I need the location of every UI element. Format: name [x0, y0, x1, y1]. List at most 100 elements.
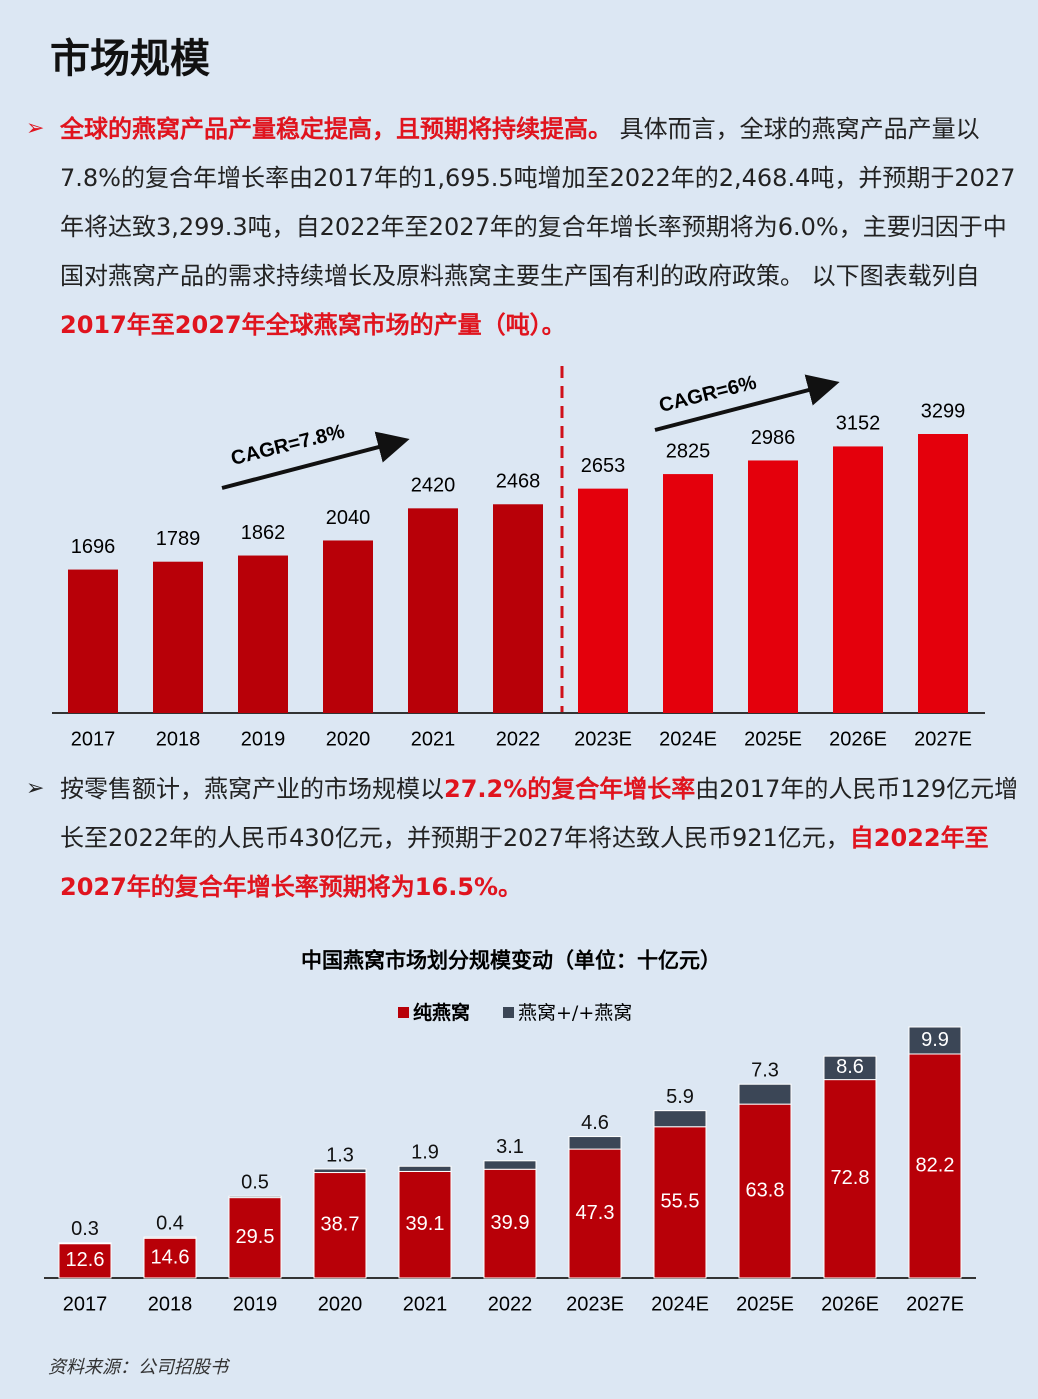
value-label: 55.5	[661, 1191, 700, 1213]
bar-segment	[823, 1055, 877, 1081]
legend-label: 燕窝+/+燕窝	[518, 1002, 632, 1024]
value-label: 72.8	[831, 1167, 870, 1189]
x-tick-label: 2027E	[914, 728, 972, 750]
x-tick-label: 2021	[403, 1293, 448, 1315]
x-tick-label: 2021	[411, 728, 456, 750]
cagr-arrow	[221, 431, 410, 490]
value-label: 29.5	[236, 1226, 275, 1248]
value-label: 5.9	[666, 1086, 694, 1108]
bar-segment	[738, 1103, 792, 1279]
x-tick-label: 2024E	[659, 728, 717, 750]
bar-segment	[398, 1170, 452, 1279]
bar-segment	[653, 1110, 707, 1128]
bullet: ➢	[26, 776, 45, 801]
x-tick-label: 2025E	[736, 1293, 794, 1315]
value-label: 3152	[836, 413, 881, 435]
bar	[238, 555, 288, 713]
value-label: 38.7	[321, 1214, 360, 1236]
x-tick-label: 2020	[318, 1293, 363, 1315]
bar	[153, 561, 203, 713]
x-tick-label: 2019	[233, 1293, 278, 1315]
bar-segment	[143, 1236, 197, 1239]
emphasis-text: 27.2%的复合年增长率	[444, 775, 696, 803]
x-tick-label: 2025E	[744, 728, 802, 750]
bar	[68, 569, 118, 713]
value-label: 0.5	[241, 1172, 269, 1194]
x-tick-label: 2023E	[574, 728, 632, 750]
bar-segment	[58, 1243, 112, 1279]
value-label: 47.3	[576, 1202, 615, 1224]
emphasis-text: 自2022年至2027年的复合年增长率预期将为16.5%。	[60, 824, 989, 901]
source-note: 资料来源：公司招股书	[48, 1357, 228, 1378]
value-label: 63.8	[746, 1179, 785, 1201]
value-label: 1.9	[411, 1142, 439, 1164]
value-label: 2825	[666, 440, 711, 462]
value-label: 1789	[156, 528, 201, 550]
value-label: 2468	[496, 471, 541, 493]
cagr-arrow	[654, 374, 840, 432]
value-label: 2986	[751, 427, 796, 449]
x-tick-label: 2018	[148, 1293, 193, 1315]
text: 具体而言，全球的燕窝产品产量以7.8%的复合年增长率由2017年的1,695.5…	[60, 115, 1016, 290]
legend-label: 纯燕窝	[413, 1001, 470, 1024]
paragraph: 按零售额计，燕窝产业的市场规模以27.2%的复合年增长率由2017年的人民币12…	[60, 765, 1025, 912]
value-label: 1696	[71, 536, 116, 558]
page-title: 市场规模	[50, 35, 210, 82]
bar	[323, 540, 373, 713]
value-label: 7.3	[751, 1060, 779, 1082]
bar-segment	[568, 1136, 622, 1150]
legend-swatch	[503, 1007, 514, 1018]
bar-segment	[908, 1026, 962, 1055]
chart-title: 中国燕窝市场划分规模变动（单位：十亿元）	[301, 948, 721, 973]
value-label: 1862	[241, 522, 286, 544]
value-label: 14.6	[151, 1246, 190, 1268]
x-tick-label: 2018	[156, 728, 201, 750]
bar	[918, 434, 968, 713]
bar-segment	[228, 1195, 282, 1199]
x-tick-label: 2026E	[821, 1293, 879, 1315]
bar-segment	[58, 1242, 112, 1245]
value-label: 4.6	[581, 1112, 609, 1134]
paragraph: 全球的燕窝产品产量稳定提高，且预期将持续提高。 具体而言，全球的燕窝产品产量以7…	[60, 105, 1025, 350]
value-label: 3299	[921, 400, 966, 422]
bullet: ➢	[26, 116, 45, 141]
bar-segment	[738, 1083, 792, 1105]
value-label: 1.3	[326, 1144, 354, 1166]
annotation: CAGR=6%	[657, 372, 759, 417]
bar-segment	[483, 1168, 537, 1279]
value-label: 2040	[326, 507, 371, 529]
bar-segment	[398, 1165, 452, 1172]
value-label: 2653	[581, 455, 626, 477]
x-tick-label: 2017	[71, 728, 116, 750]
value-label: 39.9	[491, 1212, 530, 1234]
value-label: 0.3	[71, 1218, 99, 1240]
value-label: 8.6	[836, 1056, 864, 1078]
value-label: 0.4	[156, 1212, 184, 1234]
bar-segment	[823, 1079, 877, 1279]
value-label: 82.2	[916, 1154, 955, 1176]
text: 按零售额计，燕窝产业的市场规模以	[60, 775, 444, 803]
bar	[833, 446, 883, 713]
emphasis-text: 全球的燕窝产品产量稳定提高，且预期将持续提高。	[60, 115, 612, 143]
x-tick-label: 2020	[326, 728, 371, 750]
bar-segment	[313, 1168, 367, 1174]
bar-segment	[143, 1237, 197, 1279]
value-label: 12.6	[66, 1249, 105, 1271]
bar-segment	[908, 1053, 962, 1279]
x-tick-label: 2022	[496, 728, 541, 750]
x-tick-label: 2027E	[906, 1293, 964, 1315]
bar-segment	[568, 1148, 622, 1279]
legend-swatch	[398, 1007, 409, 1018]
bar-segment	[228, 1197, 282, 1279]
x-tick-label: 2017	[63, 1293, 108, 1315]
bar	[493, 504, 543, 713]
text: 由2017年的人民币129亿元增长至2022年的人民币430亿元，并预期于202…	[60, 775, 1019, 852]
x-tick-label: 2024E	[651, 1293, 709, 1315]
bar-segment	[313, 1172, 367, 1279]
x-tick-label: 2026E	[829, 728, 887, 750]
x-tick-label: 2019	[241, 728, 286, 750]
value-label: 39.1	[406, 1213, 445, 1235]
value-label: 2420	[411, 475, 456, 497]
